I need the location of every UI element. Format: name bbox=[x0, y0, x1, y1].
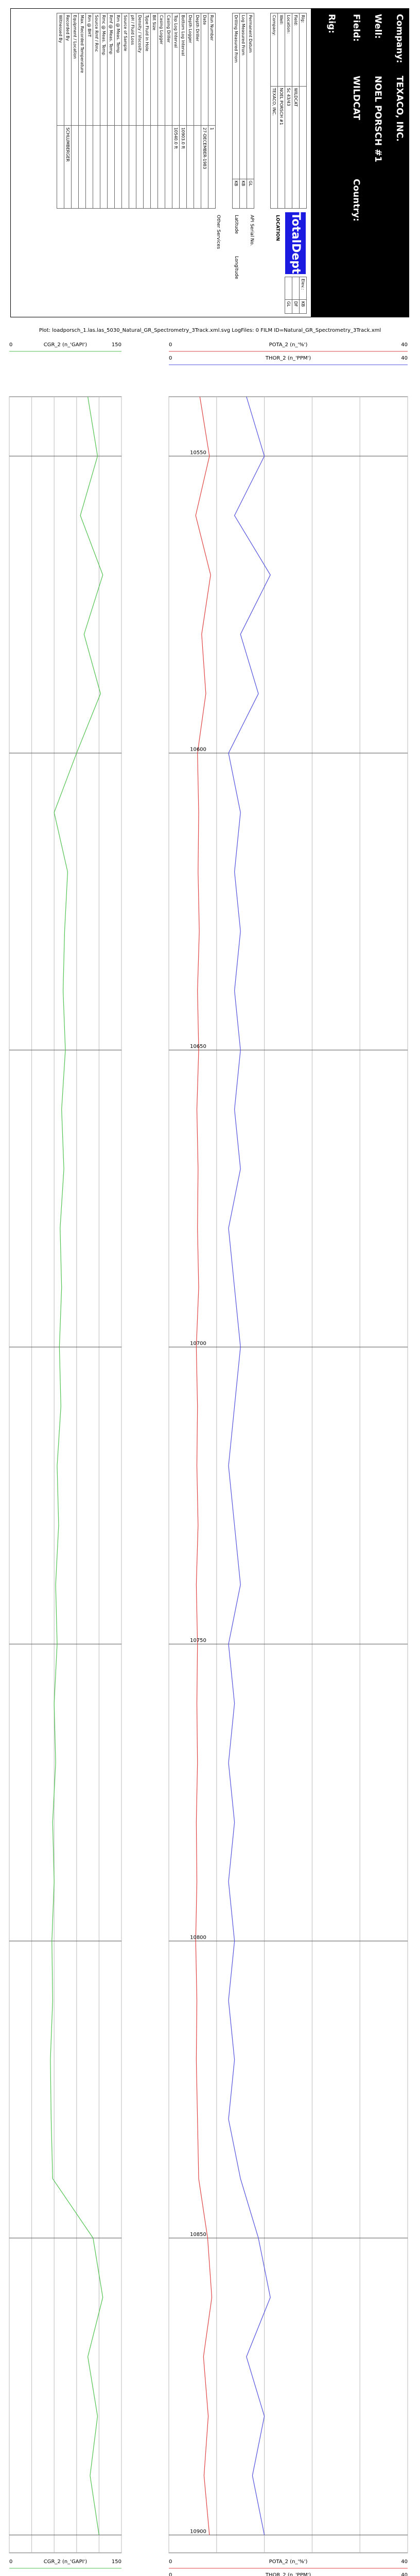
curve-name: THOR_2 (n_'PPM') bbox=[265, 355, 311, 361]
log-curve bbox=[195, 396, 213, 2535]
scale-max: 40 bbox=[401, 342, 408, 348]
plot-title: Plot: loadporsch_1.las.las_5030_Natural_… bbox=[39, 328, 381, 333]
scale-min: 0 bbox=[169, 2559, 172, 2565]
depth-label: 10800 bbox=[190, 1935, 206, 1941]
curve-name: CGR_2 (n_'GAPI') bbox=[44, 342, 87, 348]
curve-name: THOR_2 (n_'PPM') bbox=[265, 2572, 311, 2576]
depth-label: 10900 bbox=[190, 2529, 206, 2534]
depth-label: 10700 bbox=[190, 1341, 206, 1347]
depth-label: 10550 bbox=[190, 450, 206, 455]
scale-min: 0 bbox=[169, 355, 172, 361]
scale-min: 0 bbox=[9, 2559, 12, 2565]
scale-max: 150 bbox=[112, 342, 121, 348]
scale-min: 0 bbox=[9, 342, 12, 348]
curve-name: POTA_2 (n_'%') bbox=[269, 2559, 308, 2565]
log-curve bbox=[50, 396, 103, 2535]
scale-max: 40 bbox=[401, 2572, 408, 2576]
scale-min: 0 bbox=[169, 342, 172, 348]
depth-label: 10600 bbox=[190, 747, 206, 753]
scale-max: 40 bbox=[401, 355, 408, 361]
scale-max: 150 bbox=[112, 2559, 121, 2565]
curve-name: POTA_2 (n_'%') bbox=[269, 342, 308, 348]
depth-label: 10750 bbox=[190, 1638, 206, 1643]
scale-min: 0 bbox=[169, 2572, 172, 2576]
track-frame bbox=[9, 396, 122, 2553]
scale-max: 40 bbox=[401, 2559, 408, 2565]
depth-label: 10650 bbox=[190, 1044, 206, 1049]
log-curve bbox=[228, 396, 271, 2535]
track-frame bbox=[168, 396, 408, 2553]
depth-label: 10850 bbox=[190, 2232, 206, 2238]
curve-name: CGR_2 (n_'GAPI') bbox=[44, 2559, 87, 2565]
